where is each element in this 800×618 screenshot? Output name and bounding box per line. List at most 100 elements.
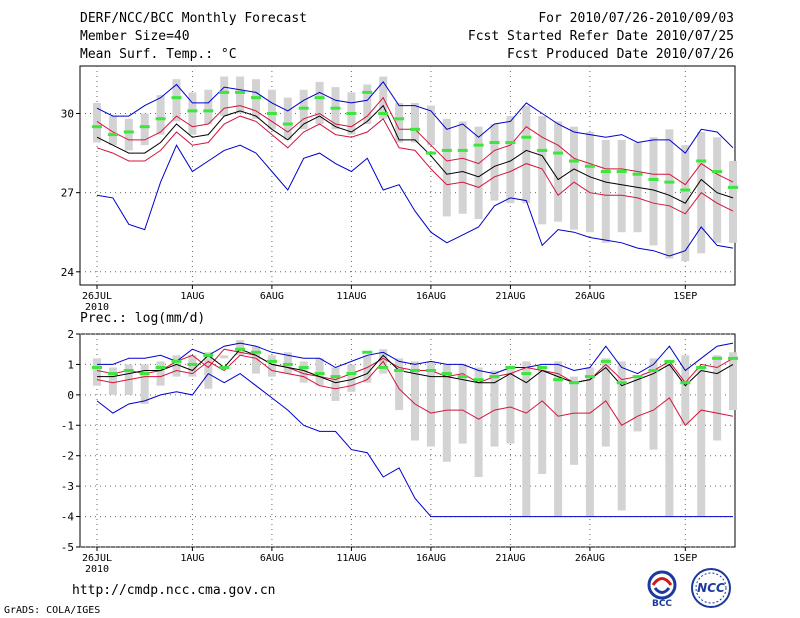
temperature-ytick-label: 30: [61, 107, 74, 120]
precipitation-mean-marker: [648, 369, 659, 373]
temperature-mean-marker: [171, 96, 182, 100]
precipitation-range-bar: [236, 340, 245, 356]
source-url[interactable]: http://cmdp.ncc.cma.gov.cn: [72, 583, 276, 598]
precipitation-xtick-sublabel: 2010: [85, 564, 109, 575]
precipitation-range-bar: [617, 361, 626, 511]
precipitation-mean-marker: [600, 359, 611, 363]
temperature-range-bar: [204, 89, 213, 125]
temperature-range-bar: [665, 129, 674, 259]
temperature-mean-marker: [696, 159, 707, 163]
temperature-range-bar: [585, 131, 594, 233]
temperature-lower-spread-line: [96, 115, 734, 215]
temperature-range-bar: [522, 105, 531, 204]
temperature-range-bar: [729, 160, 737, 243]
precipitation-mean-marker: [712, 356, 723, 360]
precipitation-range-bar: [681, 355, 690, 426]
temperature-range-bar: [554, 121, 563, 222]
precipitation-range-bar: [490, 370, 499, 447]
precipitation-lower-envelope-line: [96, 372, 733, 518]
precipitation-mean-marker: [171, 359, 182, 363]
precipitation-mean-marker: [139, 372, 150, 376]
precipitation-mean-marker: [473, 378, 484, 382]
temperature-ytick-label: 24: [61, 266, 75, 279]
temperature-mean-marker: [521, 135, 532, 139]
temperature-mean-marker: [187, 109, 198, 113]
temperature-range-bar: [220, 76, 229, 117]
precipitation-ytick-label: -1: [61, 419, 74, 432]
precipitation-mean-marker: [425, 369, 436, 373]
variable-label: Mean Surf. Temp.: °C: [80, 47, 237, 62]
precipitation-mean-marker: [521, 372, 532, 376]
ncc-logo: NCC: [691, 568, 731, 608]
precipitation-range-bar: [299, 361, 308, 383]
precipitation-range-bar: [442, 364, 451, 462]
temperature-mean-marker: [473, 143, 484, 147]
precipitation-mean-marker: [489, 375, 500, 379]
temperature-xtick-label: 16AUG: [416, 291, 446, 302]
precipitation-mean-marker: [123, 369, 134, 373]
temperature-range-bar: [442, 118, 451, 217]
precipitation-mean-marker: [632, 375, 643, 379]
temperature-range-bar: [108, 116, 117, 146]
temperature-mean-marker: [155, 117, 166, 121]
temperature-mean-marker: [569, 159, 579, 163]
precipitation-mean-marker: [553, 378, 564, 382]
precipitation-range-bar: [93, 358, 101, 386]
precipitation-range-bar: [363, 355, 372, 383]
temperature-mean-marker: [664, 180, 675, 184]
temperature-mean-marker: [410, 127, 420, 131]
temperature-range-bar: [363, 84, 372, 125]
temperature-range-bar: [506, 116, 515, 204]
precipitation-ensemble-median-line: [97, 348, 734, 387]
bcc-logo-text: BCC: [652, 599, 672, 608]
temperature-ensemble-median-line: [96, 104, 734, 204]
precipitation-range-bar: [252, 346, 260, 374]
precipitation-range-bar: [570, 376, 578, 465]
precipitation-xtick-label: 26JUL: [82, 553, 112, 564]
temperature-mean-marker: [298, 106, 309, 110]
temperature-mean-marker: [92, 125, 102, 129]
temperature-mean-marker: [489, 141, 500, 145]
precipitation-mean-marker: [330, 375, 341, 379]
precipitation-range-bar: [188, 355, 197, 377]
precipitation-range-bar: [204, 352, 213, 389]
precipitation-range-bar: [395, 358, 404, 411]
precipitation-upper-envelope-line: [97, 342, 734, 375]
precipitation-ytick-label: -4: [61, 511, 75, 524]
temperature-xtick-label: 21AUG: [495, 291, 525, 302]
temperature-range-bar: [649, 137, 658, 246]
precipitation-range-bar: [585, 367, 594, 517]
temperature-mean-marker: [282, 122, 293, 126]
temperature-range-bar: [617, 139, 626, 233]
temperature-mean-marker: [632, 172, 643, 176]
temperature-range-bar: [411, 102, 419, 143]
precipitation-xtick-label: 6AUG: [260, 553, 284, 564]
precipitation-xtick-label: 1AUG: [180, 553, 204, 564]
temperature-range-bar: [93, 102, 101, 143]
precipitation-range-bar: [411, 361, 419, 441]
precipitation-mean-marker: [107, 372, 118, 376]
temperature-range-bar: [172, 79, 181, 122]
precipitation-range-bar: [554, 361, 563, 517]
temperature-range-bar: [156, 95, 165, 135]
temperature-range-bar: [267, 89, 276, 130]
precipitation-xtick-label: 16AUG: [416, 553, 446, 564]
precipitation-ytick-label: -2: [61, 450, 74, 463]
temperature-range-bar: [538, 116, 547, 225]
precipitation-range-bar: [331, 367, 340, 401]
temperature-mean-marker: [123, 130, 134, 134]
precipitation-mean-marker: [728, 356, 738, 360]
precipitation-range-bar: [665, 361, 674, 517]
precipitation-lower-spread-line: [96, 354, 734, 427]
precipitation-range-bar: [458, 364, 467, 444]
precipitation-range-bar: [697, 367, 706, 517]
temperature-range-bar: [474, 126, 483, 220]
precipitation-mean-marker: [187, 362, 198, 366]
temperature-range-bar: [140, 113, 149, 146]
forecast-start-date: Fcst Started Refer Date 2010/07/25: [467, 29, 734, 44]
temperature-mean-marker: [616, 170, 627, 174]
temperature-range-bar: [124, 118, 133, 151]
temperature-range-bar: [395, 102, 404, 143]
forecast-period: For 2010/07/26-2010/09/03: [538, 11, 734, 26]
precipitation-mean-marker: [219, 365, 230, 369]
